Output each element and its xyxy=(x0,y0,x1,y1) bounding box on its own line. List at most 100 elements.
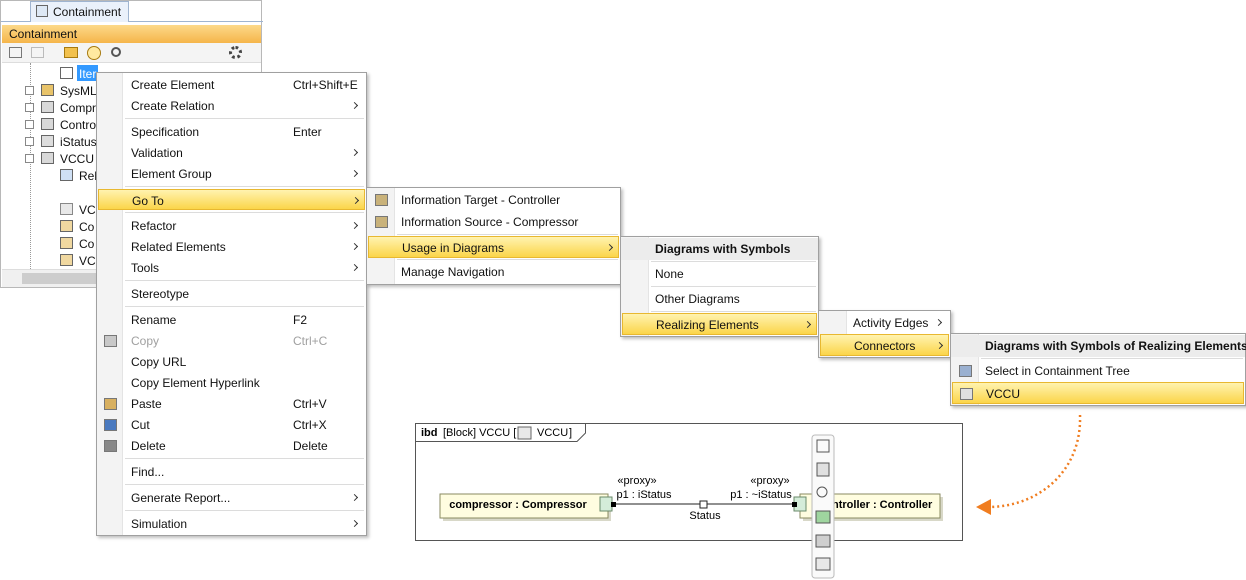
menu-item[interactable]: Go To xyxy=(98,189,365,210)
submenu-arrow xyxy=(350,148,359,156)
arrow-head xyxy=(976,499,991,515)
menu-item[interactable]: Cut Ctrl+X xyxy=(98,414,365,435)
menu-separator xyxy=(397,259,618,260)
tree-icon xyxy=(41,152,54,164)
menu-item[interactable]: Other Diagrams xyxy=(622,288,817,310)
menu-item[interactable]: Create Relation xyxy=(98,95,365,116)
menu-item-label: Refactor xyxy=(131,218,177,233)
menu-item-label: Tools xyxy=(131,260,160,275)
menu-item[interactable]: Select in Containment Tree xyxy=(952,360,1244,382)
toolbar-button[interactable] xyxy=(111,47,121,57)
menu-item-icon xyxy=(104,439,117,452)
menu: Diagrams with Symbols of Realizing Eleme… xyxy=(950,333,1246,406)
menu-item-label: Other Diagrams xyxy=(655,292,740,306)
part-label: compressor : Compressor xyxy=(449,499,587,511)
toolbar-button[interactable] xyxy=(64,47,78,58)
menu-item-label: Copy URL xyxy=(131,354,187,369)
menu-item[interactable]: Connectors xyxy=(820,334,949,356)
expander[interactable] xyxy=(25,120,34,129)
tree-item[interactable]: Co xyxy=(79,220,95,234)
menu-item[interactable]: Tools xyxy=(98,257,365,278)
port[interactable] xyxy=(599,496,613,512)
toolbar-button[interactable] xyxy=(87,46,101,60)
diagram-name: VCCU xyxy=(537,427,568,439)
menu-item[interactable]: None xyxy=(622,263,817,285)
menu-item-label: Related Elements xyxy=(131,239,226,254)
toolbar-button[interactable] xyxy=(816,486,828,498)
menu-item[interactable]: Manage Navigation xyxy=(368,261,619,283)
tree-item[interactable]: Co xyxy=(79,237,95,251)
menu-item-label: Activity Edges xyxy=(853,316,929,330)
menu-separator xyxy=(125,484,364,485)
panel-title: Containment xyxy=(9,27,78,41)
menu-item[interactable]: Copy Ctrl+C xyxy=(98,330,365,351)
menu-item[interactable]: Information Target - Controller xyxy=(368,189,619,211)
menu-separator xyxy=(125,306,364,307)
menu-item-shortcut: Ctrl+X xyxy=(293,417,327,432)
toolbar-button[interactable] xyxy=(229,46,242,59)
menu-item[interactable]: Validation xyxy=(98,142,365,163)
menu-item[interactable]: Simulation xyxy=(98,513,365,534)
expander[interactable] xyxy=(25,86,34,95)
menu-item[interactable]: Information Source - Compressor xyxy=(368,211,619,233)
menu-separator xyxy=(125,280,364,281)
menu-separator xyxy=(397,234,618,235)
menu-item[interactable]: Copy URL xyxy=(98,351,365,372)
tree-icon xyxy=(60,169,73,181)
tree-icon xyxy=(60,254,73,266)
menu-item[interactable]: Related Elements xyxy=(98,236,365,257)
submenu-arrow xyxy=(803,320,812,329)
expander[interactable] xyxy=(25,103,34,112)
menu-item[interactable]: Refactor xyxy=(98,215,365,236)
part[interactable] xyxy=(439,493,609,519)
menu-separator xyxy=(125,510,364,511)
menu-item[interactable]: Stereotype xyxy=(98,283,365,304)
menu-item[interactable]: Realizing Elements xyxy=(622,313,817,335)
menu: Create Element Ctrl+Shift+E Create Relatio… xyxy=(96,72,367,536)
port-stereotype: «proxy» xyxy=(617,475,656,487)
toolbar-button[interactable] xyxy=(815,510,831,524)
menu-item[interactable]: Usage in Diagrams xyxy=(368,236,619,258)
menu-item[interactable]: Delete Delete xyxy=(98,435,365,456)
toolbar-button[interactable] xyxy=(816,462,830,477)
toolbar-button[interactable] xyxy=(9,47,22,58)
menu-item[interactable]: Element Group xyxy=(98,163,365,184)
toolbar-button[interactable] xyxy=(31,47,44,58)
menu-separator xyxy=(125,458,364,459)
menu-item[interactable]: Find... xyxy=(98,461,365,482)
menu: Activity Edges Connectors xyxy=(818,310,951,358)
menu-item-label: Find... xyxy=(131,464,165,479)
tree-item[interactable]: VC xyxy=(79,254,96,268)
menu-item-icon xyxy=(104,334,117,347)
port-marker xyxy=(792,502,797,507)
menu-item[interactable]: Generate Report... xyxy=(98,487,365,508)
panel-tab[interactable]: Containment xyxy=(30,1,129,22)
tree-item[interactable]: VCCU xyxy=(60,152,95,166)
menu-item-shortcut: Delete xyxy=(293,438,328,453)
expander[interactable] xyxy=(25,154,34,163)
tree-item[interactable]: Compr xyxy=(60,101,97,115)
panel-header: Containment xyxy=(2,25,261,43)
toolbar-button[interactable] xyxy=(816,439,830,453)
submenu-arrow xyxy=(351,196,360,204)
toolbar-button[interactable] xyxy=(815,534,831,548)
expander[interactable] xyxy=(25,137,34,146)
tree-item[interactable]: iStatus xyxy=(60,135,97,149)
tree-icon xyxy=(60,237,73,249)
tree-item[interactable]: SysML xyxy=(60,84,97,98)
menu-item[interactable]: Paste Ctrl+V xyxy=(98,393,365,414)
menu-item[interactable]: Specification Enter xyxy=(98,121,365,142)
menu-item-label: Rename xyxy=(131,312,177,327)
tree-icon xyxy=(60,67,73,79)
menu-item[interactable]: Activity Edges xyxy=(820,312,949,334)
menu-item[interactable]: Create Element Ctrl+Shift+E xyxy=(98,74,365,95)
toolbar-button[interactable] xyxy=(815,557,831,571)
menu-item[interactable]: Copy Element Hyperlink xyxy=(98,372,365,393)
tree-item[interactable]: Iter xyxy=(77,65,99,81)
menu-item[interactable]: Rename F2 xyxy=(98,309,365,330)
menu-item-icon xyxy=(960,388,973,400)
tree-item[interactable]: VC xyxy=(79,203,96,217)
tree-item[interactable]: Contro xyxy=(60,118,97,132)
menu-item[interactable]: VCCU xyxy=(952,382,1244,404)
